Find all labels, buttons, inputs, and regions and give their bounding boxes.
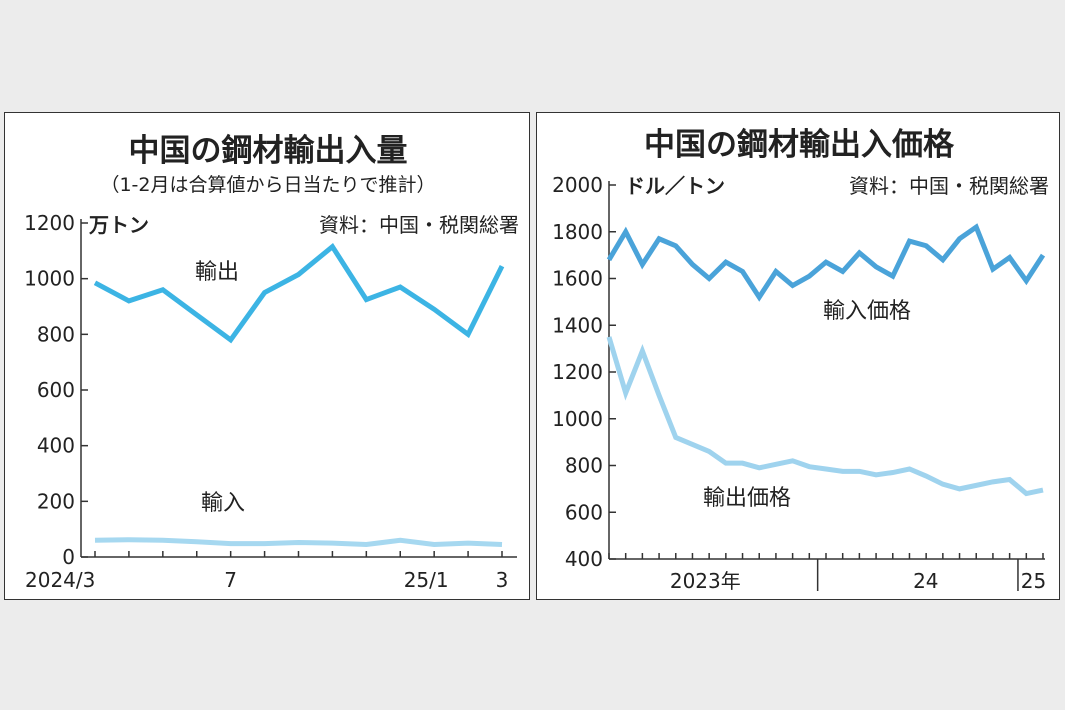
series-label-export-price: 輸出価格 xyxy=(703,486,791,511)
y-tick-label: 800 xyxy=(565,454,603,478)
y-tick-label: 1400 xyxy=(552,313,603,337)
x-tick-label: 25/1 xyxy=(404,568,449,592)
chart-subtitle: （1-2月は合算値から日当たりで推計） xyxy=(100,174,435,196)
chart-panel-right: 中国の鋼材輸出入価格 ドル／トン 資料：中国・税関総署 400 600 800 100… xyxy=(536,112,1060,600)
steel-volume-chart: 中国の鋼材輸出入量 （1-2月は合算値から日当たりで推計） 万トン 資料：中国・… xyxy=(24,133,519,592)
y-tick-label: 800 xyxy=(37,322,75,346)
series-line-export xyxy=(93,242,505,344)
series-label-import: 輸入 xyxy=(201,491,245,516)
series-line-import xyxy=(94,537,503,547)
y-tick-label: 400 xyxy=(37,434,75,458)
steel-price-chart: 中国の鋼材輸出入価格 ドル／トン 資料：中国・税関総署 400 600 800 100… xyxy=(552,127,1049,593)
x-tick-label: 24 xyxy=(913,569,938,593)
x-tick-label: 25 xyxy=(1021,569,1046,593)
source-label: 資料：中国・税関総署 xyxy=(849,174,1049,198)
y-tick-label: 1200 xyxy=(552,360,603,384)
x-tick-label: 7 xyxy=(224,568,237,592)
y-tick-label: 400 xyxy=(565,547,603,571)
y-unit-label: ドル／トン xyxy=(625,174,725,198)
y-tick-label: 0 xyxy=(62,545,75,569)
y-tick-label: 600 xyxy=(37,378,75,402)
y-tick-label: 1600 xyxy=(552,267,603,291)
y-tick-label: 200 xyxy=(37,489,75,513)
x-tick-label: 2024/3 xyxy=(25,568,95,592)
chart-panel-left: 中国の鋼材輸出入量 （1-2月は合算値から日当たりで推計） 万トン 資料：中国・… xyxy=(4,112,530,600)
source-label: 資料：中国・税関総署 xyxy=(319,213,519,237)
y-tick-label: 600 xyxy=(565,500,603,524)
y-tick-label: 1800 xyxy=(552,220,603,244)
y-tick-label: 2000 xyxy=(552,173,603,197)
y-unit-label: 万トン xyxy=(88,213,149,237)
x-tick-label: 2023年 xyxy=(670,569,741,593)
y-tick-label: 1200 xyxy=(24,211,75,235)
series-label-export: 輸出 xyxy=(195,260,239,285)
y-tick-label: 1000 xyxy=(552,407,603,431)
chart-title: 中国の鋼材輸出入価格 xyxy=(644,127,955,163)
series-label-import-price: 輸入価格 xyxy=(823,299,911,324)
y-tick-label: 1000 xyxy=(24,267,75,291)
chart-title: 中国の鋼材輸出入量 xyxy=(129,133,408,169)
series-line-export-price xyxy=(606,336,1044,497)
x-tick-label: 3 xyxy=(496,568,509,592)
